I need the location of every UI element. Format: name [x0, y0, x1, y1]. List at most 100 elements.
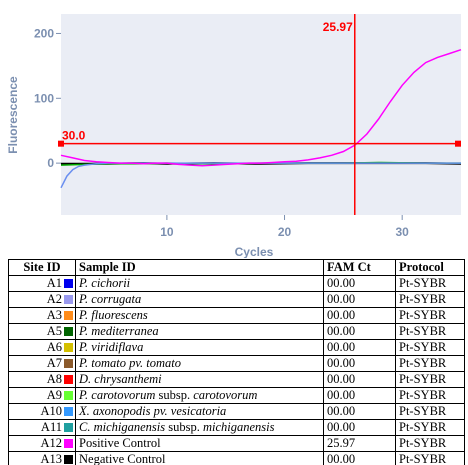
y-tick-label: 0	[47, 156, 54, 170]
sample-name-part: P. carotovorum	[79, 388, 156, 403]
protocol-cell: Pt-SYBR	[395, 403, 465, 420]
table-row: A2 P. corrugata 00.00 Pt-SYBR	[8, 291, 465, 308]
table-row: A9 P. carotovorum subsp. carotovorum 00.00…	[8, 387, 465, 404]
sample-name-part: D. chrysanthemi	[79, 372, 162, 387]
x-axis-title: Cycles	[235, 245, 274, 258]
protocol-cell: Pt-SYBR	[395, 291, 465, 308]
fam-ct-cell: 00.00	[323, 355, 396, 372]
sample-id-cell: C. michiganensis subsp. michiganensis	[75, 419, 324, 436]
site-id-cell: A7	[8, 355, 76, 372]
sample-name-part: P. fluorescens	[79, 308, 148, 323]
sample-name-part: Negative Control	[79, 452, 166, 465]
fam-ct-cell: 00.00	[323, 371, 396, 388]
site-id-cell: A6	[8, 339, 76, 356]
sample-id-cell: P. viridiflava	[75, 339, 324, 356]
site-id-cell: A13	[8, 451, 76, 465]
fam-ct-cell: 25.97	[323, 435, 396, 452]
protocol-cell: Pt-SYBR	[395, 419, 465, 436]
sample-name-part: P. tomato pv. tomato	[79, 356, 181, 371]
sample-name-part: P. corrugata	[79, 292, 142, 307]
site-id-cell: A2	[8, 291, 76, 308]
x-tick-label: 20	[278, 225, 292, 239]
site-id-cell: A8	[8, 371, 76, 388]
fam-ct-cell: 00.00	[323, 387, 396, 404]
fam-ct-cell: 00.00	[323, 323, 396, 340]
protocol-cell: Pt-SYBR	[395, 371, 465, 388]
sample-name-part: C. michiganensis	[79, 420, 166, 435]
site-id-cell: A11	[8, 419, 76, 436]
color-swatch	[64, 407, 73, 416]
threshold-handle-left[interactable]	[58, 140, 64, 147]
fam-ct-cell: 00.00	[323, 291, 396, 308]
color-swatch	[64, 375, 73, 384]
sample-id-cell: P. fluorescens	[75, 307, 324, 324]
results-table-container: Site ID Sample ID FAM Ct Protocol A1 P. c…	[8, 259, 467, 465]
fam-ct-cell: 00.00	[323, 339, 396, 356]
x-tick-label: 10	[160, 225, 174, 239]
plot-area	[61, 14, 461, 215]
site-id-cell: A1	[8, 275, 76, 292]
color-swatch	[64, 423, 73, 432]
amplification-chart: 30.0 25.97 10 20 30 200 100 0 Cycles Fluoresc…	[6, 14, 462, 258]
table-row: A13 Negative Control 00.00 Pt-SYBR	[8, 451, 465, 465]
site-id-cell: A9	[8, 387, 76, 404]
color-swatch	[64, 455, 73, 464]
protocol-cell: Pt-SYBR	[395, 355, 465, 372]
threshold-label: 30.0	[62, 129, 86, 143]
series-line-0	[60, 48, 462, 167]
table-header-row: Site ID Sample ID FAM Ct Protocol	[8, 259, 465, 276]
color-swatch	[64, 359, 73, 368]
fam-ct-cell: 00.00	[323, 403, 396, 420]
sample-name-part: X. axonopodis pv. vesicatoria	[79, 404, 227, 419]
fam-ct-cell: 00.00	[323, 419, 396, 436]
color-swatch	[64, 279, 73, 288]
table-row: A7 P. tomato pv. tomato 00.00 Pt-SYBR	[8, 355, 465, 372]
color-swatch	[64, 391, 73, 400]
site-id-label: A12	[40, 436, 62, 451]
y-tick-label: 100	[34, 91, 54, 105]
header-sample-id: Sample ID	[75, 259, 324, 276]
protocol-cell: Pt-SYBR	[395, 451, 465, 465]
site-id-label: A6	[46, 340, 62, 355]
site-id-label: A9	[46, 388, 62, 403]
site-id-label: A11	[40, 420, 62, 435]
fam-ct-cell: 00.00	[323, 451, 396, 465]
table-row: A11 C. michiganensis subsp. michiganensis…	[8, 419, 465, 436]
sample-id-cell: P. carotovorum subsp. carotovorum	[75, 387, 324, 404]
results-table: Site ID Sample ID FAM Ct Protocol A1 P. c…	[8, 259, 465, 465]
sample-id-cell: D. chrysanthemi	[75, 371, 324, 388]
site-id-label: A3	[46, 308, 62, 323]
y-axis-title: Fluorescence	[6, 76, 20, 154]
protocol-cell: Pt-SYBR	[395, 435, 465, 452]
protocol-cell: Pt-SYBR	[395, 323, 465, 340]
table-row: A1 P. cichorii 00.00 Pt-SYBR	[8, 275, 465, 292]
fam-ct-cell: 00.00	[323, 275, 396, 292]
color-swatch	[64, 311, 73, 320]
threshold-handle-right[interactable]	[455, 140, 461, 147]
site-id-label: A10	[40, 404, 62, 419]
sample-id-cell: Positive Control	[75, 435, 324, 452]
sample-name-part: P. viridiflava	[79, 340, 144, 355]
table-row: A12 Positive Control 25.97 Pt-SYBR	[8, 435, 465, 452]
x-tick-label: 30	[395, 225, 409, 239]
table-row: A5 P. mediterranea 00.00 Pt-SYBR	[8, 323, 465, 340]
table-row: A3 P. fluorescens 00.00 Pt-SYBR	[8, 307, 465, 324]
protocol-cell: Pt-SYBR	[395, 387, 465, 404]
site-id-label: A13	[40, 452, 62, 465]
sample-name-part: subsp.	[165, 420, 203, 435]
sample-id-cell: X. axonopodis pv. vesicatoria	[75, 403, 324, 420]
y-tick-label: 200	[34, 26, 54, 40]
site-id-label: A8	[46, 372, 62, 387]
site-id-cell: A3	[8, 307, 76, 324]
header-protocol: Protocol	[395, 259, 465, 276]
sample-id-cell: Negative Control	[75, 451, 324, 465]
sample-name-part: subsp.	[155, 388, 194, 403]
sample-name-part: P. mediterranea	[79, 324, 159, 339]
sample-id-cell: P. mediterranea	[75, 323, 324, 340]
fam-ct-cell: 00.00	[323, 307, 396, 324]
header-site-id: Site ID	[8, 259, 76, 276]
sample-name-part: P. cichorii	[79, 276, 131, 291]
table-row: A10 X. axonopodis pv. vesicatoria 00.00 Pt-…	[8, 403, 465, 420]
ct-marker-label: 25.97	[323, 20, 353, 34]
site-id-cell: A5	[8, 323, 76, 340]
